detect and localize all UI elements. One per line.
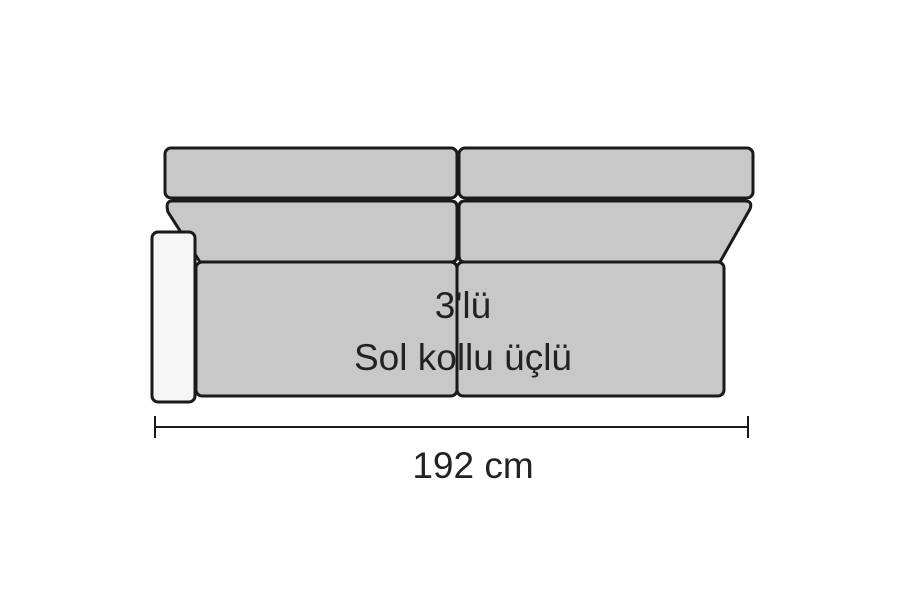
seat-cushion-right (455, 260, 726, 398)
dimension-width-label: 192 cm (412, 445, 533, 486)
back-cushion-right (457, 146, 755, 200)
tilted-cushion-right (457, 199, 753, 264)
back-cushion-left (163, 146, 459, 200)
module-label-line2: Sol kollu üçlü (354, 337, 572, 378)
module-label-line1: 3'lü (435, 285, 491, 326)
left-arm (150, 230, 197, 404)
tilted-cushion-left (165, 199, 459, 264)
